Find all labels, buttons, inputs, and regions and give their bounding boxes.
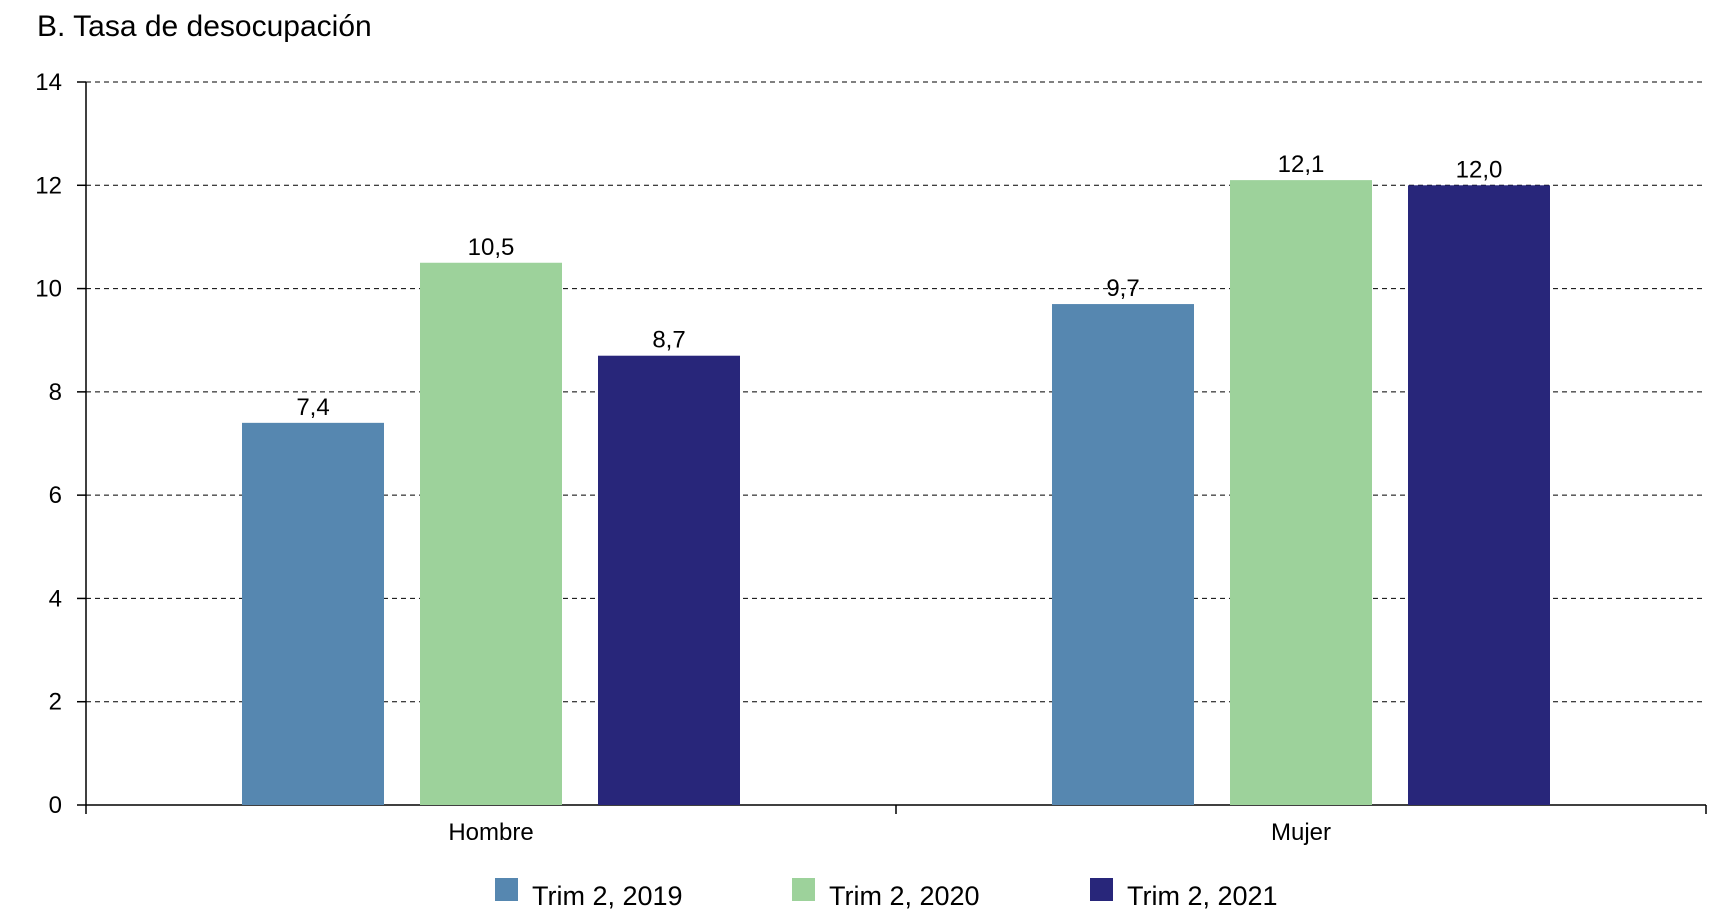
data-label: 9,7 [1106,275,1139,302]
y-tick-label: 4 [49,585,62,612]
y-tick-label: 0 [49,792,62,819]
data-label: 7,4 [296,394,329,421]
y-tick-label: 12 [35,172,62,199]
bar [1052,304,1194,805]
y-tick-label: 10 [35,276,62,303]
legend-label: Trim 2, 2020 [829,881,980,911]
bars [242,180,1550,806]
y-tick-label: 2 [49,689,62,716]
data-label: 12,0 [1456,156,1503,183]
legend-swatch [495,878,518,901]
legend: Trim 2, 2019 Trim 2, 2020 Trim 2, 2021 [495,878,1278,911]
y-tick-label: 6 [49,482,62,509]
data-labels: 7,4 10,5 8,7 9,7 12,1 12,0 [296,151,1502,421]
y-tick-label: 8 [49,379,62,406]
legend-label: Trim 2, 2019 [532,881,683,911]
legend-swatch [792,878,815,901]
x-category-label: Hombre [448,819,533,846]
bar [598,355,740,805]
bar [1230,180,1372,805]
chart-title: B. Tasa de desocupación [37,10,372,43]
bar [420,262,562,805]
data-label: 10,5 [468,234,515,261]
bar [1408,185,1550,806]
data-label: 12,1 [1278,151,1325,178]
legend-swatch [1090,878,1113,901]
data-label: 8,7 [652,327,685,354]
y-tick-label: 14 [35,69,62,96]
bar [242,422,384,805]
x-category-label: Mujer [1271,819,1331,846]
legend-label: Trim 2, 2021 [1127,881,1278,911]
